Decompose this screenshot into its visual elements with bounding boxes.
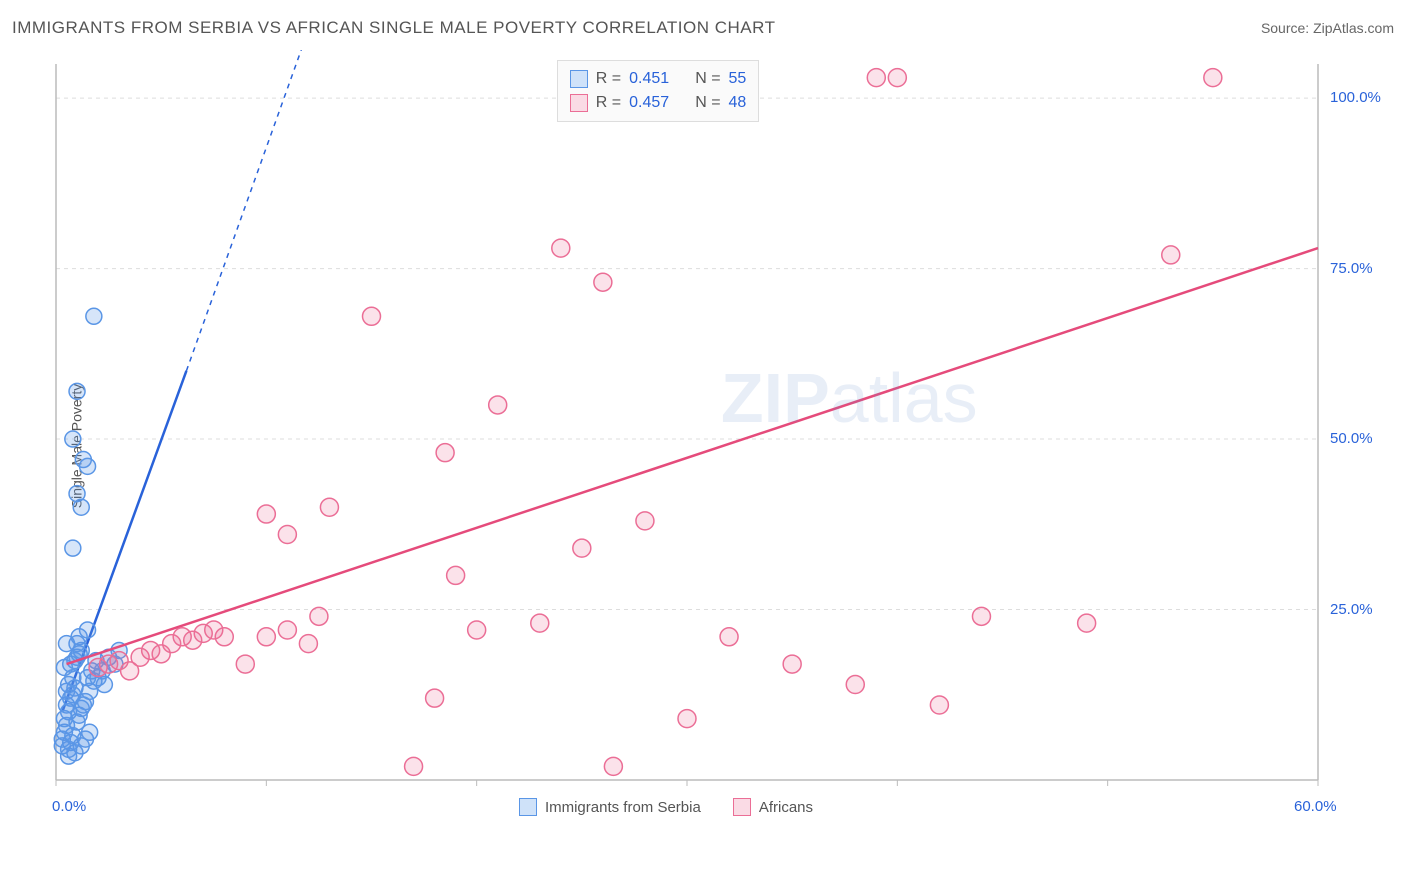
legend-swatch: [570, 94, 588, 112]
axis-tick-label: 60.0%: [1294, 798, 1337, 815]
axis-tick-label: 100.0%: [1330, 89, 1381, 106]
axis-tick-label: 50.0%: [1330, 430, 1373, 447]
r-value: 0.451: [629, 67, 669, 91]
r-label: R =: [596, 91, 621, 115]
legend-swatch: [519, 798, 537, 816]
legend-row: R = 0.451 N = 55: [570, 67, 747, 91]
legend-swatch: [570, 70, 588, 88]
scatter-plot: [52, 50, 1388, 822]
source-attribution: Source: ZipAtlas.com: [1261, 20, 1394, 36]
n-label: N =: [695, 67, 720, 91]
axis-tick-label: 25.0%: [1330, 601, 1373, 618]
r-value: 0.457: [629, 91, 669, 115]
legend-label: Africans: [759, 799, 813, 816]
r-label: R =: [596, 67, 621, 91]
series-legend: Immigrants from Serbia Africans: [519, 798, 813, 816]
legend-item: Immigrants from Serbia: [519, 798, 701, 816]
n-value: 55: [729, 67, 747, 91]
legend-item: Africans: [733, 798, 813, 816]
legend-row: R = 0.457 N = 48: [570, 91, 747, 115]
legend-label: Immigrants from Serbia: [545, 799, 701, 816]
legend-swatch: [733, 798, 751, 816]
source-prefix: Source:: [1261, 20, 1313, 36]
n-value: 48: [729, 91, 747, 115]
chart-title: IMMIGRANTS FROM SERBIA VS AFRICAN SINGLE…: [12, 18, 776, 38]
title-bar: IMMIGRANTS FROM SERBIA VS AFRICAN SINGLE…: [12, 18, 1394, 38]
correlation-legend: R = 0.451 N = 55 R = 0.457 N = 48: [557, 60, 760, 122]
axis-tick-label: 75.0%: [1330, 260, 1373, 277]
axis-tick-label: 0.0%: [52, 798, 86, 815]
n-label: N =: [695, 91, 720, 115]
source-name: ZipAtlas.com: [1313, 20, 1394, 36]
